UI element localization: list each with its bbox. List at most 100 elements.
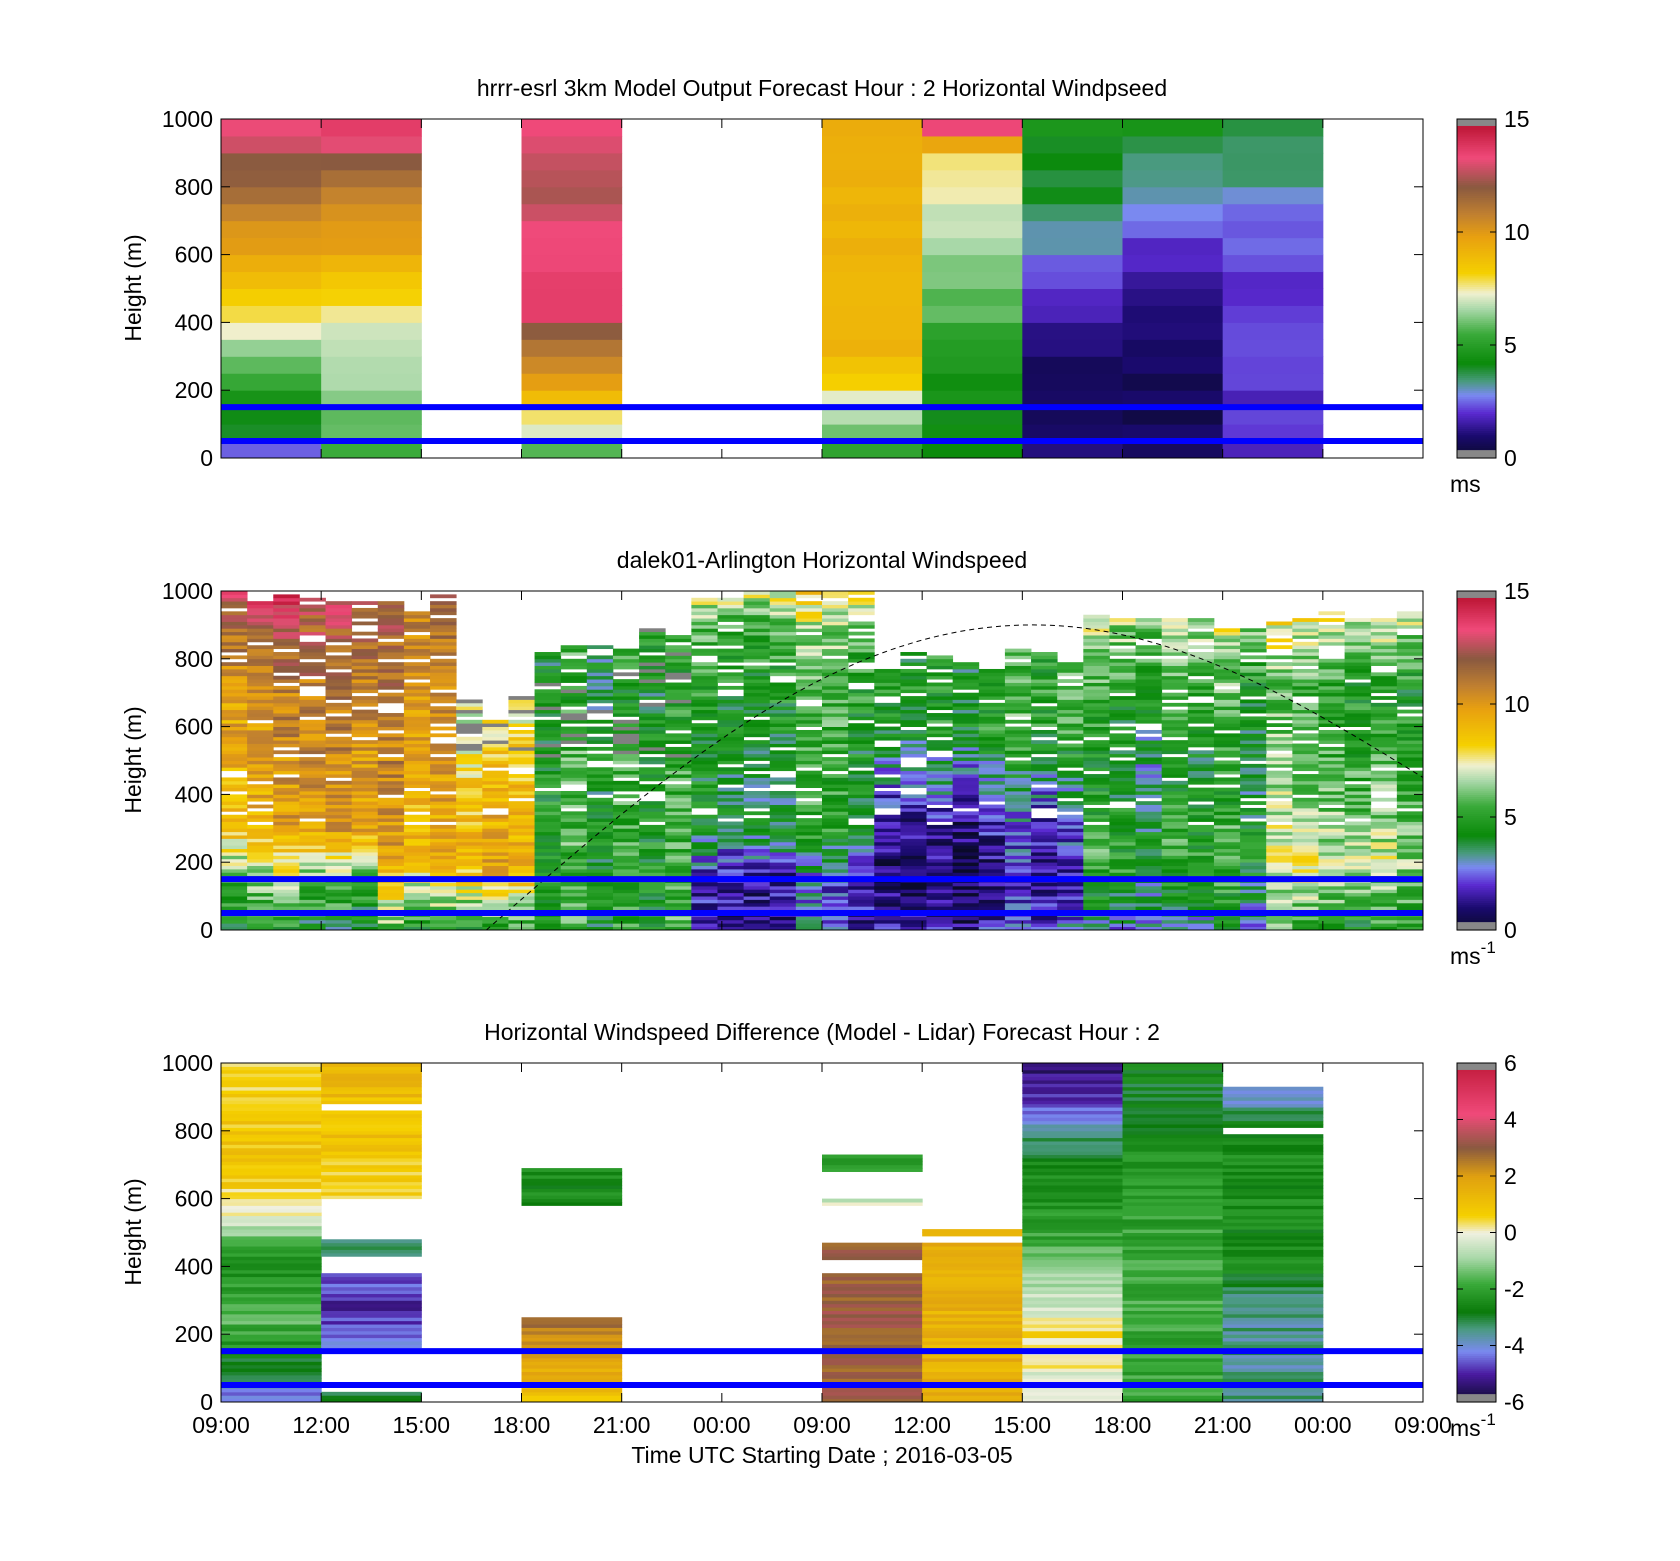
lidar-cell: [430, 919, 457, 924]
difference-cell: [221, 1066, 322, 1071]
difference-cell: [1222, 1398, 1324, 1402]
colorbar-swatch: [1457, 347, 1496, 351]
colorbar-swatch: [1457, 341, 1496, 345]
lidar-cell: [874, 794, 901, 799]
lidar-cell: [247, 892, 274, 897]
lidar-cell: [926, 848, 954, 853]
lidar-cell: [665, 899, 692, 904]
lidar-cell: [874, 882, 901, 887]
lidar-cell: [325, 682, 353, 687]
lidar-cell: [691, 801, 718, 805]
lidar-cell: [560, 885, 588, 890]
lidar-cell: [952, 811, 980, 816]
lidar-cell: [377, 736, 405, 741]
difference-cell: [221, 1263, 322, 1267]
lidar-cell: [1187, 787, 1215, 792]
lidar-cell: [926, 882, 954, 887]
lidar-cell: [639, 706, 666, 711]
model-cell: [1122, 407, 1224, 425]
lidar-cell: [1031, 835, 1058, 839]
lidar-cell: [769, 872, 797, 877]
lidar-cell: [221, 614, 248, 619]
lidar-cell: [403, 719, 431, 724]
colorbar-swatch: [1457, 624, 1496, 628]
difference-cell: [922, 1398, 1023, 1402]
lidar-cell: [430, 611, 457, 616]
lidar-cell: [665, 719, 692, 724]
lidar-cell: [508, 801, 535, 805]
lidar-cell: [247, 787, 274, 792]
lidar-cell: [1292, 672, 1319, 677]
model-cell: [1022, 441, 1123, 458]
difference-cell: [521, 1185, 623, 1189]
lidar-cell: [1344, 797, 1372, 802]
lidar-cell: [1135, 807, 1163, 812]
lidar-cell: [822, 828, 849, 833]
lidar-cell: [325, 763, 353, 768]
difference-cell: [1122, 1249, 1224, 1254]
lidar-cell: [325, 655, 353, 660]
lidar-cell: [717, 838, 745, 843]
lidar-cell: [586, 835, 614, 839]
lidar-cell: [221, 675, 248, 680]
lidar-cell: [691, 865, 718, 870]
colorbar-swatch: [1457, 629, 1496, 632]
lidar-cell: [1213, 675, 1241, 680]
lidar-cell: [1318, 682, 1346, 687]
lidar-cell: [534, 682, 562, 687]
lidar-cell: [1031, 757, 1058, 761]
lidar-cell: [1187, 841, 1215, 846]
difference-cell: [321, 1154, 422, 1159]
y-tick-label: 800: [175, 174, 213, 200]
difference-cell: [922, 1290, 1023, 1295]
lidar-cell: [299, 868, 326, 873]
lidar-cell: [1396, 665, 1423, 670]
lidar-cell: [717, 760, 745, 765]
lidar-cell: [978, 682, 1006, 687]
difference-cell: [321, 1398, 422, 1402]
lidar-cell: [325, 723, 353, 727]
lidar-cell: [560, 736, 588, 741]
lidar-cell: [482, 736, 509, 741]
lidar-cell: [560, 791, 588, 795]
lidar-cell: [508, 845, 535, 850]
difference-cell: [321, 1191, 422, 1196]
lidar-cell: [952, 872, 980, 877]
lidar-cell: [1161, 723, 1189, 727]
lidar-cell: [430, 902, 457, 907]
lidar-cell: [430, 733, 457, 738]
lidar-cell: [822, 662, 849, 666]
lidar-cell: [1266, 916, 1293, 921]
lidar-cell: [299, 719, 326, 724]
lidar-cell: [273, 614, 300, 619]
difference-cell: [321, 1120, 422, 1125]
lidar-cell: [1396, 858, 1423, 863]
lidar-cell: [952, 726, 980, 731]
lidar-cell: [691, 743, 718, 748]
lidar-cell: [691, 814, 718, 819]
lidar-cell: [691, 787, 718, 792]
lidar-cell: [534, 868, 562, 873]
lidar-cell: [691, 899, 718, 904]
lidar-cell: [430, 716, 457, 721]
lidar-cell: [482, 916, 509, 921]
lidar-cell: [560, 831, 588, 836]
lidar-cell: [1083, 713, 1110, 717]
lidar-cell: [978, 774, 1006, 778]
difference-cell: [822, 1198, 923, 1203]
lidar-cell: [1161, 882, 1189, 887]
lidar-cell: [325, 899, 353, 904]
difference-cell: [1222, 1151, 1324, 1156]
lidar-cell: [299, 713, 326, 717]
difference-cell: [221, 1296, 322, 1301]
lidar-cell: [848, 797, 875, 802]
lidar-cell: [639, 777, 666, 782]
lidar-cell: [560, 780, 588, 785]
lidar-cell: [1187, 791, 1215, 795]
difference-cell: [822, 1161, 923, 1166]
lidar-cell: [221, 685, 248, 690]
difference-cell: [1122, 1063, 1224, 1067]
difference-cell: [221, 1259, 322, 1264]
lidar-cell: [325, 774, 353, 778]
model-cell: [1022, 254, 1123, 273]
